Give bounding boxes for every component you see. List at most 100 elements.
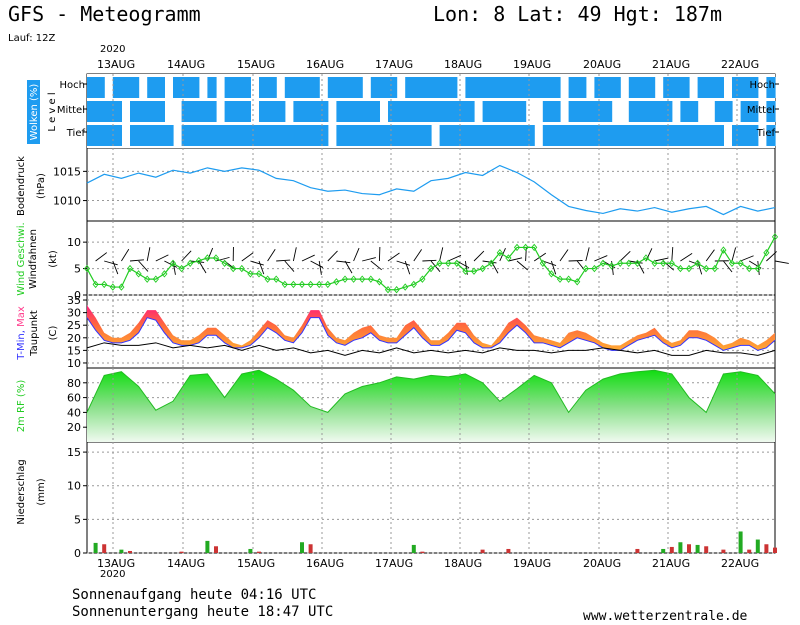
cloud-cell-mittel xyxy=(551,101,561,122)
sunrise-text: Sonnenaufgang heute 04:16 UTC xyxy=(72,587,317,603)
cloud-cell-tief xyxy=(474,125,484,146)
wind-speed-point xyxy=(376,278,383,286)
cloud-cell-mittel xyxy=(577,101,587,122)
wind-barb xyxy=(250,260,264,266)
panel-frame xyxy=(86,147,776,222)
precip-bar-red xyxy=(687,544,691,553)
cloud-cell-tief xyxy=(499,125,509,146)
cloud-cell-hoch xyxy=(577,77,587,98)
cloud-cell-tief xyxy=(95,125,105,146)
day-label-top: 18AUG xyxy=(444,58,482,71)
wind-barb xyxy=(104,260,118,266)
wind-speed-point xyxy=(720,246,727,254)
cloud-cell-hoch xyxy=(551,77,561,98)
wind-barb xyxy=(138,260,149,272)
y-tick-label: 30 xyxy=(67,307,81,320)
cloud-cell-hoch xyxy=(534,77,544,98)
cloud-cell-tief xyxy=(310,125,320,146)
precip-bar-red xyxy=(669,546,674,553)
wind-barb xyxy=(292,247,297,262)
wind-speed-point xyxy=(694,259,701,267)
wind-speed-point xyxy=(668,259,675,267)
cloud-cell-hoch xyxy=(293,77,303,98)
wind-barb xyxy=(310,260,324,268)
wind-speed-point xyxy=(367,275,374,283)
wind-barb xyxy=(284,260,295,272)
cloud-cell-tief xyxy=(671,125,681,146)
cloud-cell-tief xyxy=(224,125,234,146)
wind-speed-point xyxy=(634,259,641,267)
day-label-top: 14AUG xyxy=(167,58,205,71)
cloud-cell-mittel xyxy=(345,101,355,122)
day-label-bottom: 13AUG xyxy=(97,557,135,570)
wind-barb xyxy=(276,259,291,262)
cloud-cell-mittel xyxy=(241,101,251,122)
cloud-cell-tief xyxy=(293,125,303,146)
wind-speed-point xyxy=(316,280,323,289)
day-label-top: 13AUG xyxy=(97,58,135,71)
wind-barb xyxy=(267,249,276,262)
cloud-cell-mittel xyxy=(603,101,613,122)
cloud-cell-hoch xyxy=(714,77,724,98)
wind-barb xyxy=(164,260,178,268)
wind-speed-point xyxy=(548,270,555,278)
cloud-cell-hoch xyxy=(379,77,389,98)
wind-speed-point xyxy=(204,254,211,262)
cloud-cell-hoch xyxy=(190,77,200,98)
cloud-cell-tief xyxy=(233,125,243,146)
wind-speed-point xyxy=(178,264,185,273)
wind-barb xyxy=(327,250,338,262)
cloud-cell-hoch xyxy=(112,77,122,98)
wind-speed-point xyxy=(247,270,254,278)
precip-bar-green xyxy=(411,544,416,553)
wind-barb xyxy=(396,260,411,266)
cloud-cell-tief xyxy=(706,125,716,146)
cloud-cell-mittel xyxy=(448,101,458,122)
cloud-cell-hoch xyxy=(241,77,251,98)
cloud-cell-hoch xyxy=(568,77,578,98)
wind-barb xyxy=(241,252,254,262)
wind-barb xyxy=(344,260,353,274)
cloud-cell-tief xyxy=(525,125,535,146)
cloud-cell-mittel xyxy=(542,101,552,122)
cloud-cell-mittel xyxy=(723,101,733,122)
wind-speed-point xyxy=(479,264,486,273)
level-label-tief: Tief xyxy=(66,128,86,139)
cloud-cell-tief xyxy=(465,125,475,146)
wind-speed-point xyxy=(230,264,237,273)
cloud-cell-mittel xyxy=(568,101,578,122)
day-label-bottom: 15AUG xyxy=(237,557,275,570)
cloud-cell-mittel xyxy=(585,101,595,122)
model-run: Lauf: 12Z xyxy=(8,33,56,44)
wind-speed-point xyxy=(350,275,357,283)
level-label-right-tief: Tief xyxy=(756,128,776,139)
precip-bar-green xyxy=(119,549,124,553)
precip-bar-red xyxy=(214,546,218,553)
cloud-cell-tief xyxy=(637,125,647,146)
y-tick-label: 10 xyxy=(67,236,81,249)
cloud-cell-tief xyxy=(241,125,251,146)
cloud-cell-tief xyxy=(259,125,269,146)
precip-bar-red xyxy=(704,546,709,553)
cloud-cell-tief xyxy=(130,125,140,146)
cloud-cell-tief xyxy=(740,125,750,146)
day-label-top: 16AUG xyxy=(306,58,344,71)
wind-barb xyxy=(318,260,322,275)
wind-speed-point xyxy=(290,280,297,289)
cloud-cell-mittel xyxy=(422,101,432,122)
cloud-cell-tief xyxy=(104,125,114,146)
y-tick-label: 1010 xyxy=(53,195,81,208)
cloud-cell-mittel xyxy=(336,101,346,122)
cloud-cell-hoch xyxy=(628,77,638,98)
wind-speed-point xyxy=(436,259,443,267)
cloud-cell-hoch xyxy=(749,77,759,98)
cloud-cell-tief xyxy=(766,125,776,146)
cloud-cell-mittel xyxy=(431,101,441,122)
cloud-cell-mittel xyxy=(276,101,286,122)
y-tick-label: 15 xyxy=(67,344,81,357)
source-site: www.wetterzentrale.de xyxy=(583,609,748,624)
day-label-bottom: 17AUG xyxy=(375,557,413,570)
wind-barb xyxy=(215,256,230,262)
wind-barb xyxy=(155,254,169,262)
day-label-bottom: 14AUG xyxy=(167,557,205,570)
